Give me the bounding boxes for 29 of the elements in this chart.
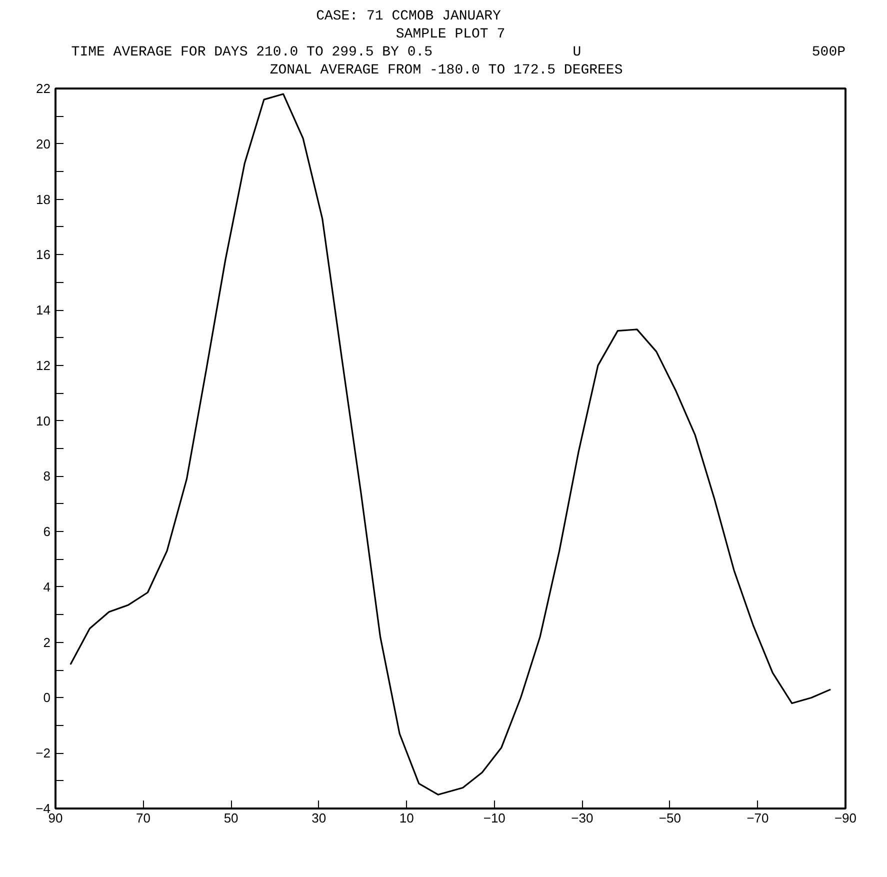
y-tick-label: 16	[36, 247, 51, 262]
y-tick-label: 22	[36, 81, 51, 96]
y-tick-label: 12	[36, 358, 51, 373]
x-tick-label: −70	[746, 810, 769, 826]
y-tick-label: 8	[43, 468, 51, 484]
y-tick-label: 14	[36, 302, 51, 318]
x-tick-label: −10	[483, 810, 506, 826]
x-tick-label: −50	[658, 810, 681, 826]
x-tick-label: 70	[136, 810, 151, 826]
line-series	[70, 93, 832, 796]
x-tick-label: 50	[224, 810, 238, 826]
y-tick-label: 20	[36, 136, 51, 152]
y-tick-label: 10	[36, 413, 51, 428]
x-tick-label: −30	[571, 810, 594, 826]
y-tick-label: 2	[43, 634, 51, 650]
y-tick-label: 4	[43, 579, 51, 594]
chart-subtitle: SAMPLE PLOT 7	[396, 26, 506, 42]
y-tick-label: −2	[36, 746, 51, 761]
text: ZONAL AVERAGE FROM -180.0 TO 172.5 DEGREES	[270, 62, 623, 78]
x-tick-label: −90	[834, 810, 857, 826]
text: U	[572, 44, 582, 60]
y-tick-label: 0	[43, 690, 51, 706]
x-tick-label: 10	[399, 810, 414, 826]
y-tick-label: 6	[43, 524, 51, 540]
x-tick-label: 30	[312, 810, 326, 826]
text: 500P	[812, 44, 846, 60]
y-tick-label: 18	[36, 192, 51, 207]
text: TIME AVERAGE FOR DAYS 210.0 TO 299.5 BY 0.5	[71, 44, 433, 60]
chart-title: CASE: 71 CCMOB JANUARY	[316, 8, 502, 24]
